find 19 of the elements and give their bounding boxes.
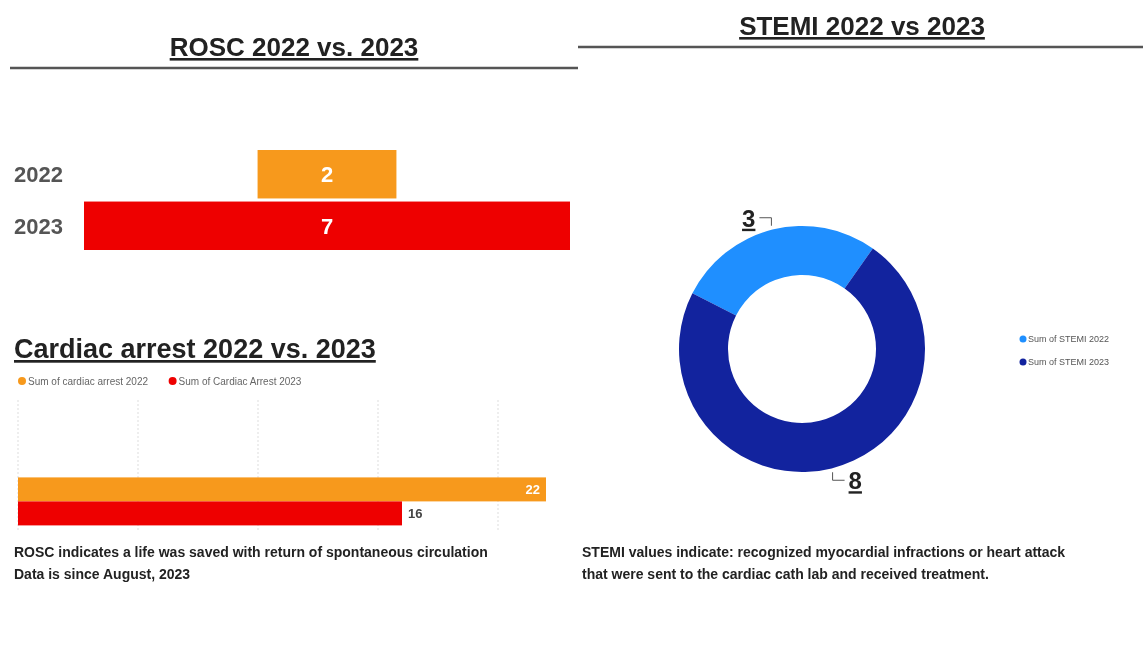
chart-title: Cardiac arrest 2022 vs. 2023	[14, 334, 376, 364]
data-label: 2	[320, 162, 334, 188]
category-label: 2022	[14, 162, 63, 188]
text: Data is since August, 2023	[14, 566, 191, 582]
data-label: 22	[525, 482, 540, 498]
legend-label: Sum of cardiac arrest 2022	[28, 376, 149, 387]
donut-slice	[679, 248, 925, 472]
data-label: 3	[742, 204, 756, 232]
legend-label: Sum of STEMI 2023	[1028, 357, 1110, 367]
data-label: 8	[848, 467, 862, 495]
legend-label: Sum of STEMI 2022	[1028, 334, 1110, 344]
data-label: 7	[320, 213, 334, 239]
chart-title: STEMI 2022 vs 2023	[739, 11, 985, 41]
category-label: 2023	[14, 213, 63, 239]
data-label: 16	[408, 506, 423, 522]
text: ROSC indicates a life was saved with return of spontaneous circulation	[14, 544, 488, 560]
text: ROSC 2022 vs. 2023	[169, 32, 419, 62]
legend-label: Sum of Cardiac Arrest 2023	[178, 376, 302, 387]
text: STEMI values indicate: recognized myocardial infractions or heart attack that were sent to the cardiac cath lab and received treatment.	[582, 544, 1066, 582]
